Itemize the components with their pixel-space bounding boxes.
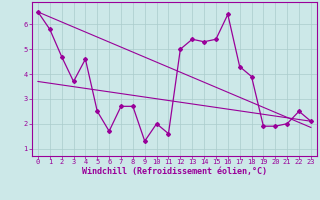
X-axis label: Windchill (Refroidissement éolien,°C): Windchill (Refroidissement éolien,°C) xyxy=(82,167,267,176)
